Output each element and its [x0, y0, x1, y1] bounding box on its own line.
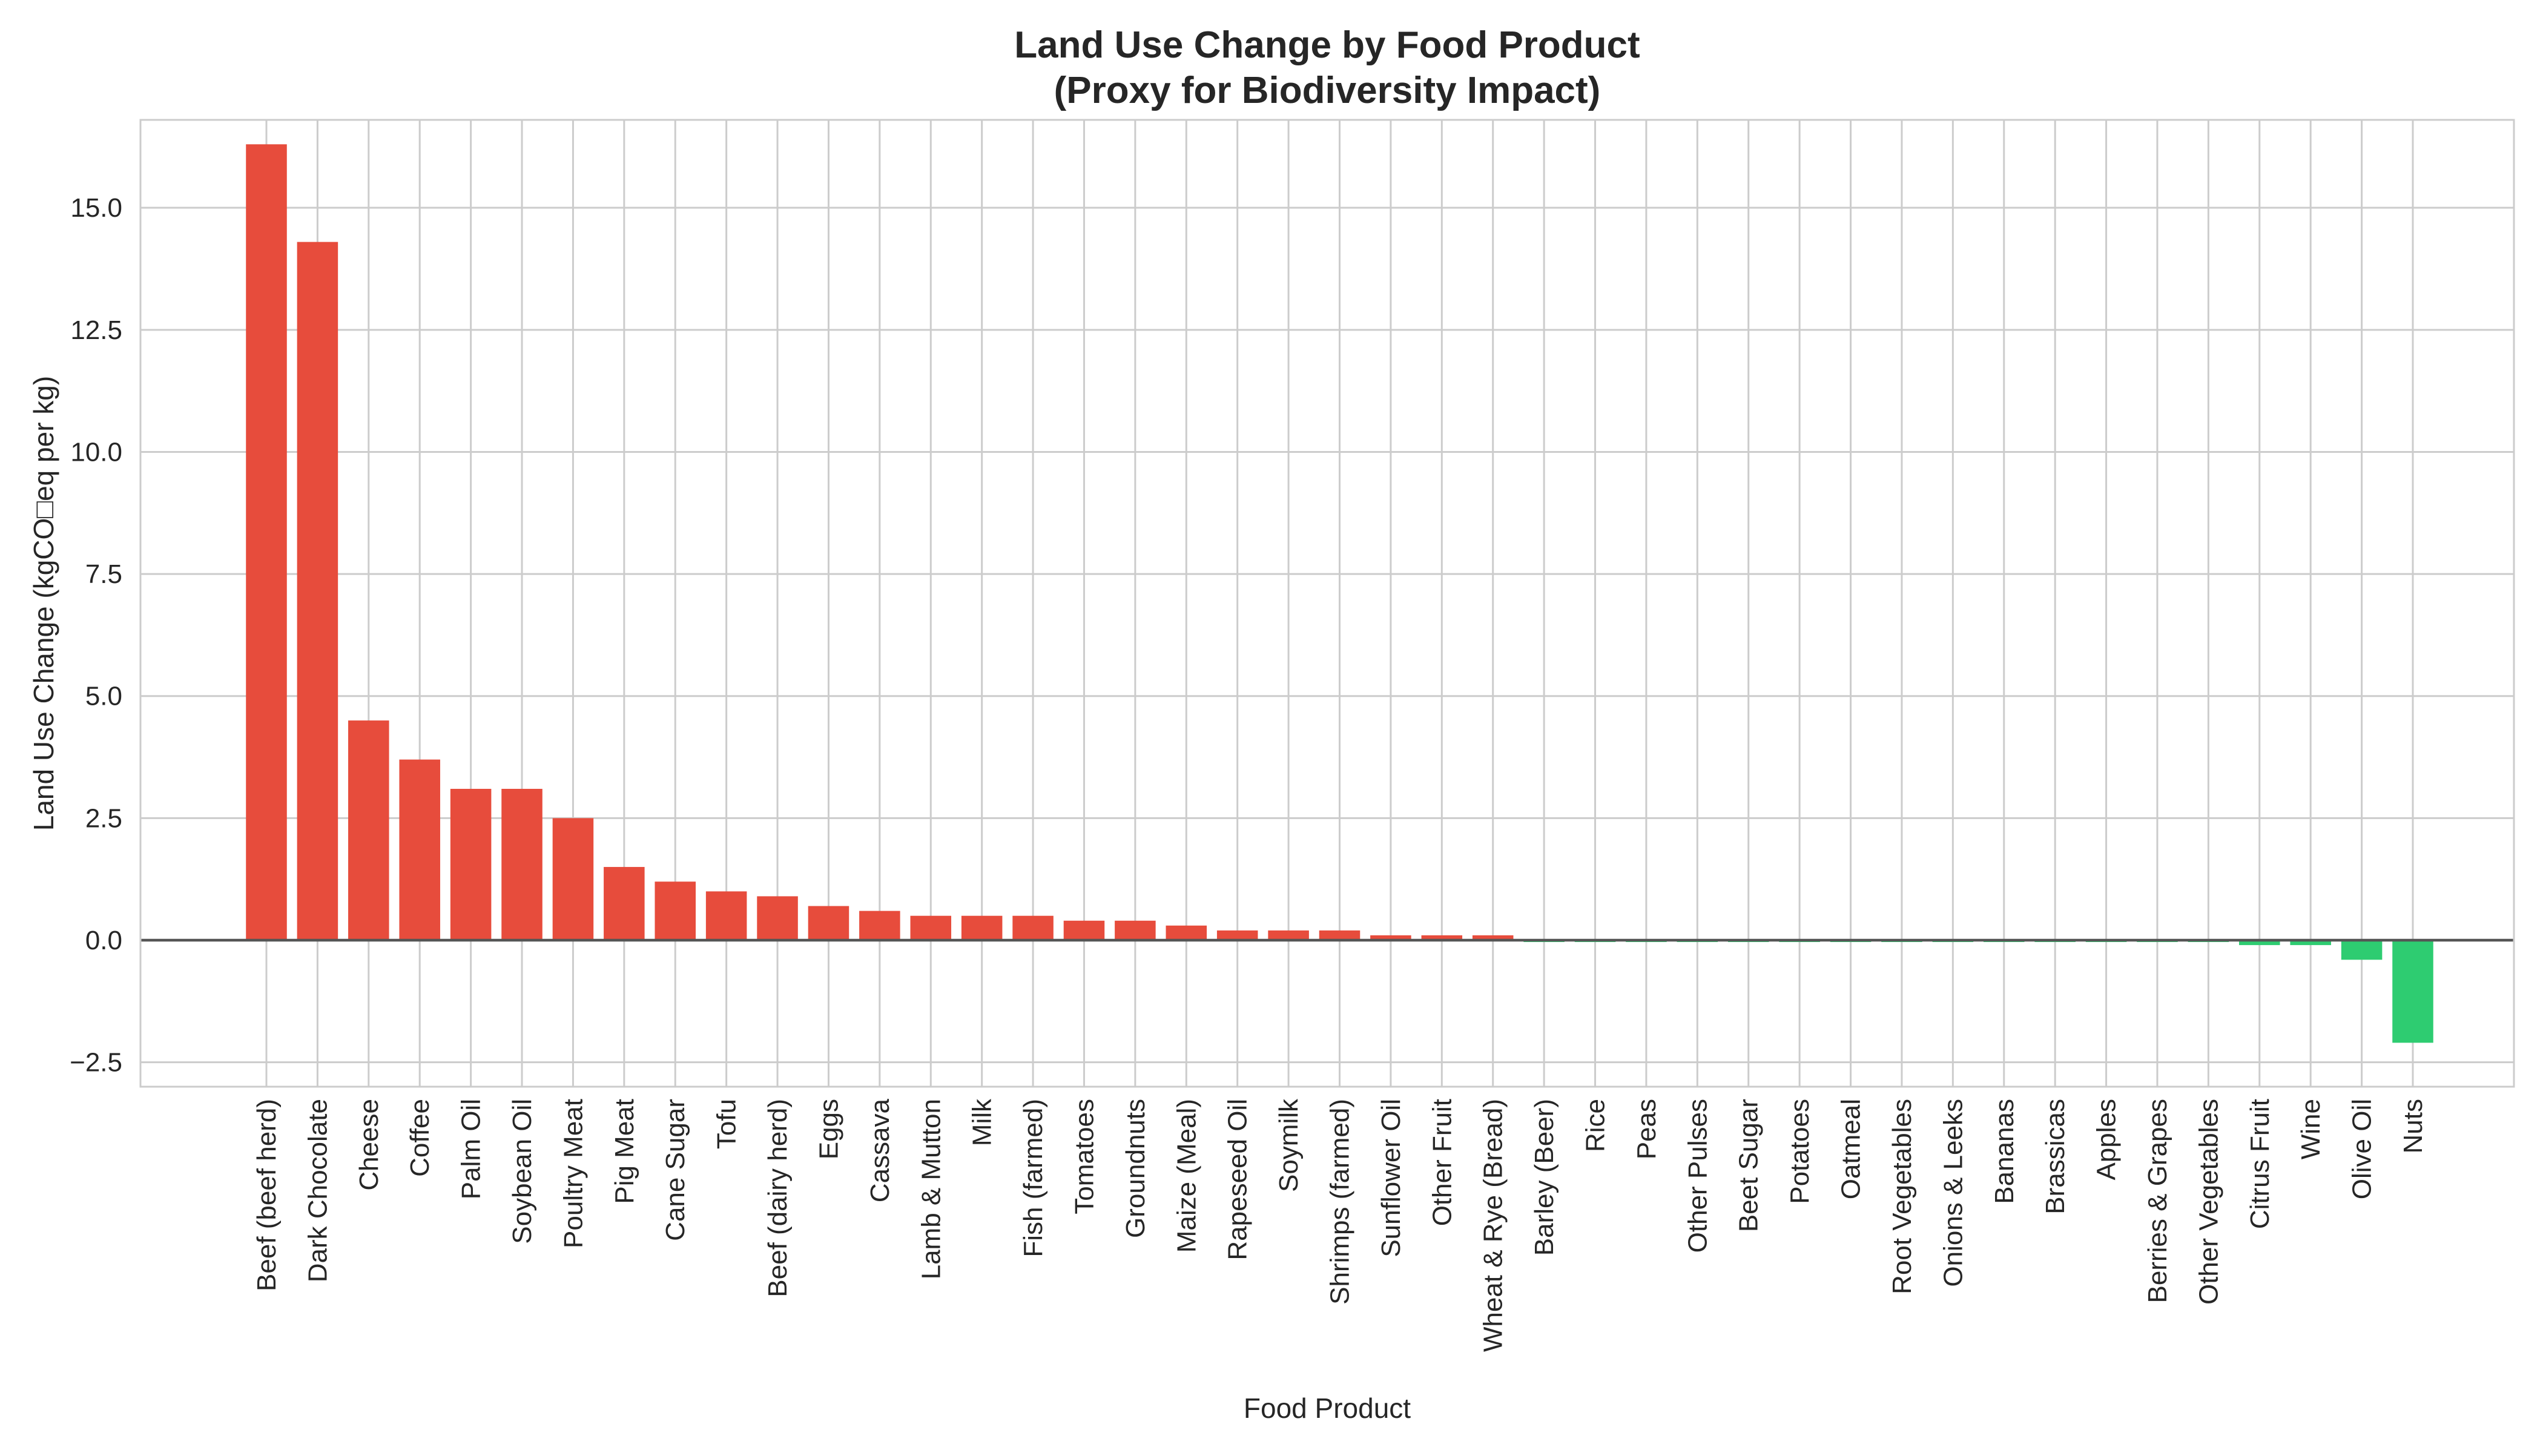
y-tick-label: −2.5 [70, 1048, 122, 1078]
bar [2290, 940, 2331, 946]
x-tick-label: Other Fruit [1427, 1099, 1457, 1226]
chart-subtitle: (Proxy for Biodiversity Impact) [1054, 70, 1601, 111]
x-tick-label: Lamb & Mutton [916, 1099, 946, 1279]
plot-frame [139, 119, 2515, 1088]
bar [910, 915, 952, 941]
x-tick-label: Dark Chocolate [303, 1099, 332, 1282]
x-tick-label: Bananas [1990, 1099, 2019, 1204]
x-tick-label: Citrus Fruit [2245, 1099, 2275, 1229]
bar [2239, 940, 2280, 946]
x-tick-label: Tomatoes [1069, 1099, 1099, 1214]
bar [1063, 920, 1105, 941]
x-tick-label: Onions & Leeks [1938, 1099, 1968, 1287]
chart-title: Land Use Change by Food Product [1014, 24, 1640, 66]
x-tick-label: Other Vegetables [2194, 1099, 2223, 1305]
x-tick-label: Root Vegetables [1887, 1099, 1917, 1294]
y-tick-label: 7.5 [85, 559, 122, 589]
x-tick-label: Tofu [712, 1099, 742, 1149]
x-tick-label: Poultry Meat [558, 1099, 588, 1248]
bar [859, 911, 900, 941]
y-tick-label: 12.5 [70, 315, 122, 345]
y-tick-labels: −2.5 0.0 2.5 5.0 7.5 10.0 12.5 15.0 [70, 193, 122, 1077]
x-tick-label: Soybean Oil [507, 1099, 537, 1244]
x-tick-label: Beef (beef herd) [252, 1099, 282, 1291]
bar [1319, 930, 1361, 941]
bar [1421, 935, 1463, 941]
x-tick-label: Eggs [814, 1099, 843, 1159]
bar [399, 759, 440, 941]
x-tick-label: Wine [2296, 1099, 2326, 1159]
bar [348, 720, 389, 941]
bar [552, 818, 594, 941]
y-tick-label: 15.0 [70, 193, 122, 223]
y-axis-label: Land Use Change (kgCO□eq per kg) [28, 376, 59, 831]
x-tick-label: Other Pulses [1683, 1099, 1712, 1253]
x-tick-label: Berries & Grapes [2143, 1099, 2172, 1303]
y-tick-label: 10.0 [70, 437, 122, 467]
x-tick-label: Rapeseed Oil [1223, 1099, 1253, 1260]
x-tick-label: Pig Meat [610, 1099, 639, 1204]
x-tick-label: Groundnuts [1121, 1099, 1150, 1238]
bar [1472, 935, 1514, 941]
bar [705, 891, 747, 941]
x-tick-label: Palm Oil [457, 1099, 486, 1199]
x-tick-label: Coffee [405, 1099, 435, 1177]
x-tick-label: Cheese [354, 1099, 384, 1191]
bar [655, 881, 696, 941]
bar [757, 896, 798, 941]
x-axis-label: Food Product [1244, 1392, 1411, 1424]
x-tick-label: Apples [2092, 1099, 2122, 1181]
y-tick-label: 5.0 [85, 682, 122, 711]
x-tick-label: Wheat & Rye (Bread) [1479, 1099, 1508, 1352]
bar [450, 788, 492, 941]
x-tick-label: Beet Sugar [1734, 1099, 1764, 1232]
x-tick-label: Rice [1581, 1099, 1611, 1152]
x-tick-labels: Beef (beef herd) Dark Chocolate Cheese Coff… [252, 1098, 2428, 1352]
x-tick-label: Brassicas [2040, 1099, 2070, 1214]
x-tick-label: Maize (Meal) [1172, 1099, 1201, 1253]
bar [808, 906, 849, 941]
x-tick-label: Shrimps (farmed) [1325, 1099, 1355, 1305]
x-tick-label: Nuts [2398, 1099, 2428, 1153]
bar [1216, 930, 1258, 941]
x-tick-label: Milk [968, 1098, 997, 1146]
y-tick-label: 2.5 [85, 803, 122, 833]
bar [501, 788, 543, 941]
bar [961, 915, 1003, 941]
x-tick-label: Peas [1632, 1099, 1661, 1159]
bars [246, 144, 2433, 1043]
bar [1166, 925, 1207, 941]
bar [1115, 920, 1156, 941]
x-tick-label: Potatoes [1785, 1099, 1815, 1204]
bar [2392, 940, 2433, 1043]
bar [1012, 915, 1054, 941]
bar [2341, 940, 2383, 960]
bar [604, 867, 645, 941]
x-tick-label: Cassava [865, 1098, 895, 1202]
bar [246, 144, 287, 941]
bar [297, 242, 338, 941]
x-tick-label: Sunflower Oil [1376, 1099, 1406, 1257]
bar [1370, 935, 1411, 941]
x-tick-label: Fish (farmed) [1018, 1099, 1048, 1257]
x-tick-label: Soymilk [1274, 1098, 1304, 1192]
x-tick-label: Barley (Beer) [1529, 1099, 1559, 1256]
x-tick-label: Olive Oil [2347, 1099, 2377, 1199]
y-tick-label: 0.0 [85, 926, 122, 955]
x-tick-label: Cane Sugar [661, 1099, 690, 1241]
bar [1268, 930, 1309, 941]
x-tick-label: Oatmeal [1836, 1099, 1866, 1199]
x-tick-label: Beef (dairy herd) [763, 1099, 793, 1297]
